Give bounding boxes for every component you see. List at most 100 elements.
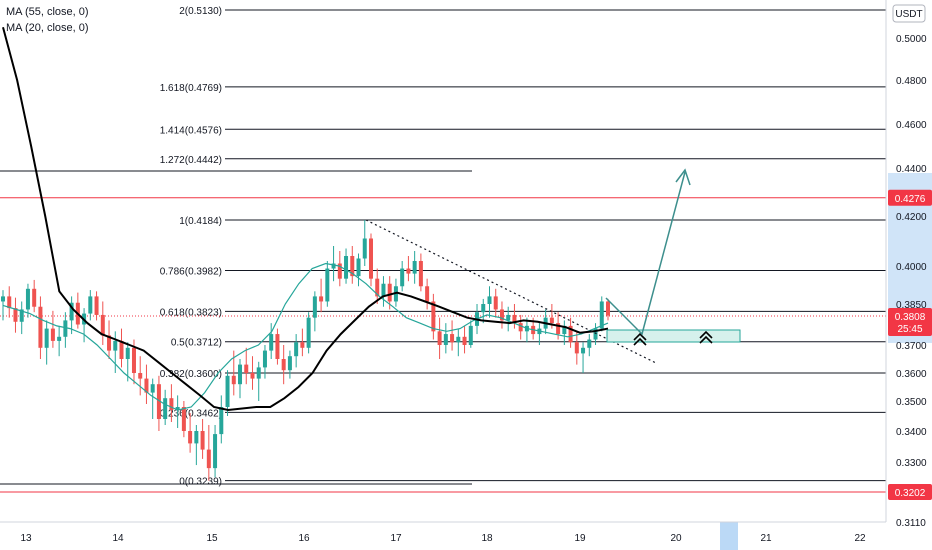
- candle-body[interactable]: [456, 336, 461, 343]
- candle-body[interactable]: [194, 431, 199, 444]
- candle-body[interactable]: [206, 449, 211, 469]
- candle-body[interactable]: [238, 364, 243, 385]
- candle-body[interactable]: [225, 375, 230, 407]
- candle-body[interactable]: [481, 304, 486, 313]
- candle-body[interactable]: [375, 278, 380, 297]
- candle-body[interactable]: [381, 283, 386, 297]
- candle-body[interactable]: [587, 339, 592, 348]
- candle-body[interactable]: [581, 347, 586, 354]
- candle-body[interactable]: [325, 268, 330, 302]
- candle-body[interactable]: [94, 296, 99, 315]
- candle-body[interactable]: [556, 323, 561, 335]
- candle-body[interactable]: [294, 342, 299, 357]
- candle-body[interactable]: [181, 407, 186, 431]
- candle-body[interactable]: [175, 407, 180, 410]
- candle-body[interactable]: [337, 263, 342, 279]
- candle-body[interactable]: [219, 407, 224, 435]
- candle-body[interactable]: [437, 331, 442, 345]
- indicator-legend-ma20[interactable]: MA (20, close, 0): [6, 22, 89, 34]
- candle-body[interactable]: [119, 340, 124, 359]
- candle-body[interactable]: [38, 306, 43, 348]
- candle-body[interactable]: [231, 375, 236, 385]
- candle-body[interactable]: [356, 258, 361, 277]
- candle-body[interactable]: [156, 384, 161, 419]
- candle-body[interactable]: [163, 398, 168, 419]
- candle-body[interactable]: [275, 334, 280, 359]
- candle-body[interactable]: [169, 398, 174, 410]
- candle-body[interactable]: [387, 283, 392, 302]
- candle-body[interactable]: [19, 309, 24, 322]
- price-badges: 0.4276 0.3202: [888, 189, 932, 500]
- candle-body[interactable]: [138, 373, 143, 379]
- currency-button[interactable]: USDT: [892, 4, 926, 23]
- candle-body[interactable]: [213, 434, 218, 469]
- candle-body[interactable]: [506, 314, 511, 321]
- candle-body[interactable]: [606, 301, 610, 316]
- candle-body[interactable]: [487, 296, 492, 304]
- candle-body[interactable]: [312, 296, 317, 318]
- candle-body[interactable]: [574, 342, 579, 354]
- candle-body[interactable]: [331, 263, 336, 269]
- candle-body[interactable]: [13, 308, 18, 322]
- candle-body[interactable]: [593, 328, 598, 340]
- candle-body[interactable]: [499, 309, 504, 321]
- candle-body[interactable]: [350, 256, 355, 277]
- candle-body[interactable]: [57, 336, 62, 341]
- candle-body[interactable]: [493, 296, 498, 310]
- candle-body[interactable]: [400, 268, 405, 287]
- projection-path[interactable]: [605, 171, 686, 336]
- candle-body[interactable]: [144, 378, 149, 393]
- candle-body[interactable]: [107, 335, 112, 351]
- candle-body[interactable]: [250, 373, 255, 379]
- ma20-line[interactable]: [2, 262, 609, 411]
- candle-body[interactable]: [113, 340, 118, 351]
- candle-body[interactable]: [244, 364, 249, 373]
- candle-body[interactable]: [599, 301, 604, 329]
- candle-body[interactable]: [188, 431, 193, 444]
- candle-body[interactable]: [200, 431, 205, 450]
- candle-body[interactable]: [306, 317, 311, 348]
- candle-body[interactable]: [44, 328, 49, 348]
- trendline-dotted[interactable]: [365, 219, 657, 364]
- candle-body[interactable]: [150, 384, 155, 393]
- candle-body[interactable]: [69, 302, 74, 321]
- candle-body[interactable]: [319, 296, 324, 302]
- candle-body[interactable]: [100, 314, 105, 336]
- candle-body[interactable]: [549, 317, 554, 324]
- candle-body[interactable]: [368, 238, 373, 279]
- candle-body[interactable]: [300, 342, 305, 348]
- candle-body[interactable]: [256, 367, 261, 379]
- candle-body[interactable]: [462, 336, 467, 345]
- candle-body[interactable]: [468, 325, 473, 345]
- candle-body[interactable]: [562, 325, 567, 335]
- candle-body[interactable]: [412, 261, 417, 274]
- candle-body[interactable]: [50, 328, 55, 341]
- candle-body[interactable]: [269, 334, 274, 351]
- candle-body[interactable]: [131, 347, 136, 373]
- candle-body[interactable]: [1, 296, 5, 302]
- candle-body[interactable]: [431, 301, 436, 332]
- candle-body[interactable]: [32, 288, 37, 307]
- candle-body[interactable]: [450, 334, 455, 343]
- candle-body[interactable]: [418, 261, 423, 287]
- candle-body[interactable]: [425, 286, 430, 302]
- candle-body[interactable]: [262, 350, 267, 368]
- candle-body[interactable]: [443, 334, 448, 345]
- candle-body[interactable]: [518, 323, 523, 332]
- ma55-line[interactable]: [2, 26, 609, 412]
- target-zone-box[interactable]: [606, 329, 741, 343]
- candle-body[interactable]: [88, 296, 93, 314]
- candle-body[interactable]: [25, 288, 30, 310]
- candle-body[interactable]: [406, 268, 411, 274]
- candle-body[interactable]: [568, 325, 573, 343]
- candle-body[interactable]: [362, 238, 367, 259]
- candle-body[interactable]: [344, 256, 349, 279]
- candle-body[interactable]: [287, 356, 292, 371]
- candle-body[interactable]: [63, 320, 68, 337]
- candle-body[interactable]: [7, 296, 12, 309]
- indicator-legend-ma55[interactable]: MA (55, close, 0): [6, 6, 89, 18]
- candle-body[interactable]: [281, 359, 286, 371]
- candle-body[interactable]: [512, 314, 517, 324]
- candle-body[interactable]: [125, 347, 130, 359]
